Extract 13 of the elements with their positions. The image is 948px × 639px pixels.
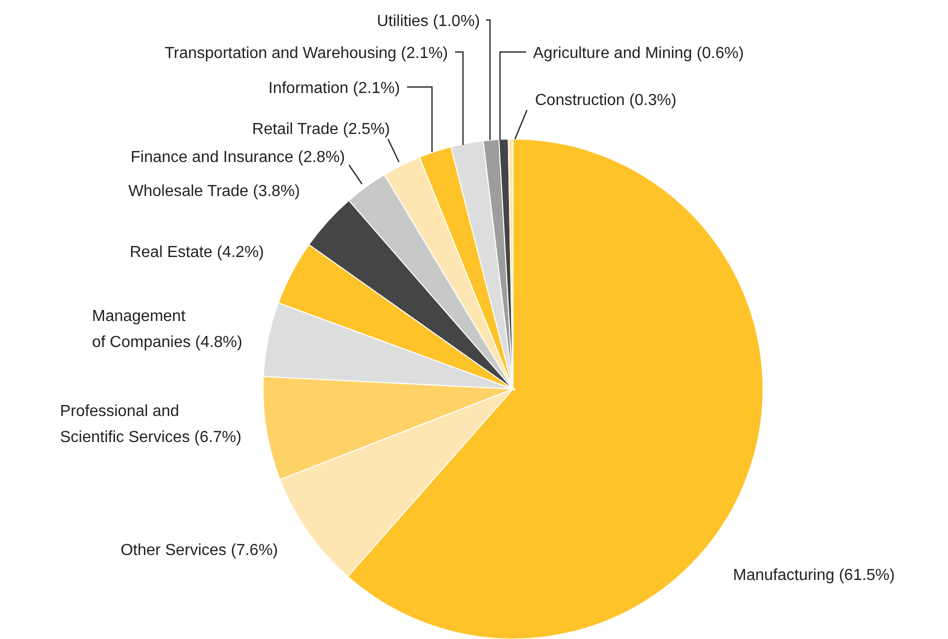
slice-label: Construction (0.3%) xyxy=(535,92,676,109)
slice-label: Professional and Scientific Services (6.7%) xyxy=(60,403,242,446)
slice-label: Wholesale Trade (3.8%) xyxy=(128,183,300,200)
slice-label: Management of Companies (4.8%) xyxy=(92,308,242,351)
slice-label: Real Estate (4.2%) xyxy=(130,244,264,261)
slice-label: Finance and Insurance (2.8%) xyxy=(130,149,345,166)
slice-label: Retail Trade (2.5%) xyxy=(252,121,390,138)
slice-label: Other Services (7.6%) xyxy=(120,542,278,559)
slice-label: Agriculture and Mining (0.6%) xyxy=(533,45,744,62)
slice-label: Utilities (1.0%) xyxy=(376,13,480,30)
slice-label: Manufacturing (61.5%) xyxy=(733,567,895,584)
slice-label: Transportation and Warehousing (2.1%) xyxy=(164,45,448,62)
slice-label: Information (2.1%) xyxy=(268,80,400,97)
